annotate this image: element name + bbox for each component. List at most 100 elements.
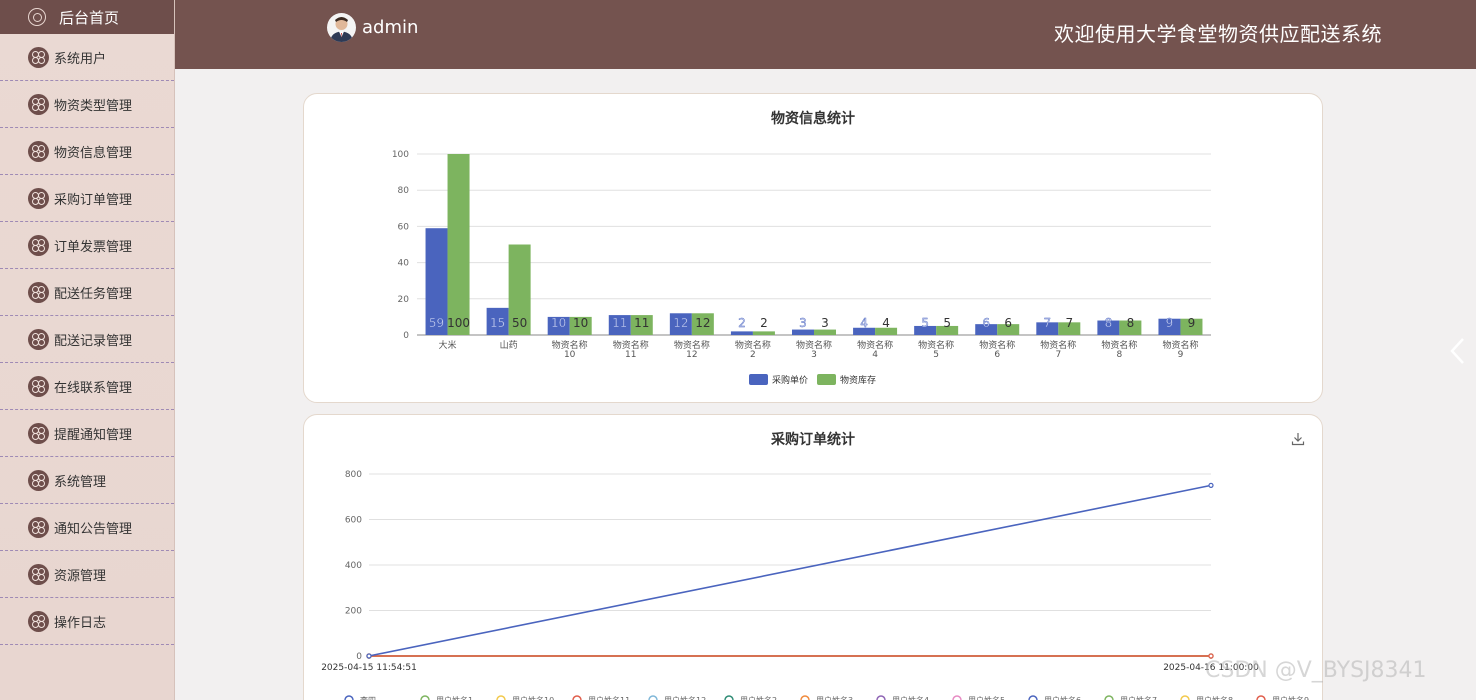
sidebar-item-home[interactable]: 后台首页	[0, 0, 174, 34]
legend-swatch	[1256, 695, 1266, 700]
site-title: 欢迎使用大学食堂物资供应配送系统	[1054, 22, 1382, 46]
bar	[425, 228, 448, 335]
x-tick-label: 山药	[500, 340, 518, 351]
flower-icon	[28, 234, 49, 256]
x-tick-label: 物资名称	[918, 339, 954, 351]
y-tick-label: 0	[356, 652, 362, 662]
x-tick-label: 物资名称	[552, 339, 588, 351]
username[interactable]: admin	[362, 17, 419, 38]
legend-label: 用户姓名11	[588, 695, 630, 700]
sidebar-item[interactable]: 系统用户	[0, 34, 174, 81]
bar	[669, 313, 692, 335]
flower-icon	[28, 563, 49, 585]
x-tick-label: 大米	[439, 339, 457, 351]
data-label: 4	[882, 316, 890, 330]
flower-icon	[28, 46, 49, 68]
sidebar-item-label: 提醒通知管理	[54, 427, 133, 443]
legend-label: 用户姓名7	[1120, 695, 1157, 700]
series-line	[368, 484, 1212, 657]
sidebar-item[interactable]: 物资信息管理	[0, 128, 174, 175]
data-label: 50	[512, 316, 527, 330]
legend-swatch	[876, 695, 886, 700]
x-tick-label: 3	[811, 350, 817, 360]
bar	[508, 244, 531, 335]
x-tick-label: 2025-04-15 11:54:51	[321, 663, 417, 673]
flower-icon	[28, 93, 49, 115]
data-label: 12	[695, 316, 710, 330]
flower-icon	[28, 422, 49, 444]
data-label: 11	[634, 316, 649, 330]
y-tick-label: 20	[398, 295, 410, 305]
bar	[752, 331, 775, 335]
sidebar-item[interactable]: 订单发票管理	[0, 222, 174, 269]
data-label: 5	[943, 316, 951, 330]
legend-swatch	[420, 695, 430, 700]
download-icon[interactable]	[1291, 432, 1305, 446]
legend-label: 用户姓名6	[1044, 695, 1081, 700]
bar	[997, 324, 1020, 335]
sidebar-item-label: 系统用户	[54, 51, 107, 67]
bar	[792, 329, 814, 335]
sidebar-item-label: 配送记录管理	[54, 333, 133, 349]
sidebar-item[interactable]: 系统管理	[0, 457, 174, 504]
legend-swatch	[1180, 695, 1190, 700]
y-tick-label: 400	[345, 561, 362, 571]
chart-title: 采购订单统计	[771, 432, 855, 448]
sidebar-item[interactable]: 配送记录管理	[0, 316, 174, 363]
sidebar-home-label: 后台首页	[59, 8, 120, 27]
legend-label: 采购单价	[772, 374, 808, 386]
y-tick-label: 60	[398, 222, 410, 232]
bar	[569, 316, 592, 335]
data-label: 6	[982, 316, 990, 330]
data-point	[1208, 653, 1214, 659]
sidebar-item[interactable]: 资源管理	[0, 551, 174, 598]
legend-label: 用户姓名12	[664, 695, 706, 700]
sidebar-item-label: 系统管理	[54, 474, 107, 490]
x-tick-label: 物资名称	[735, 339, 771, 351]
data-label: 10	[551, 316, 566, 330]
legend-label: 用户姓名1	[436, 695, 473, 700]
sidebar-item[interactable]: 操作日志	[0, 598, 174, 645]
data-label: 100	[447, 316, 470, 330]
legend-label: 用户姓名10	[512, 695, 554, 700]
bar	[914, 325, 937, 335]
x-tick-label: 物资名称	[1101, 339, 1137, 351]
data-label: 8	[1127, 316, 1135, 330]
sidebar-item[interactable]: 配送任务管理	[0, 269, 174, 316]
chevron-left-icon[interactable]	[1448, 336, 1468, 366]
data-label: 15	[490, 316, 505, 330]
x-tick-label: 11	[625, 350, 636, 360]
y-tick-label: 200	[345, 607, 362, 617]
y-tick-label: 100	[392, 150, 409, 160]
x-tick-label: 9	[1178, 350, 1184, 360]
legend-swatch	[724, 695, 734, 700]
y-tick-label: 40	[398, 259, 410, 269]
data-label: 10	[573, 316, 588, 330]
bar	[1158, 318, 1181, 335]
bar	[1097, 320, 1120, 335]
bar	[486, 307, 509, 335]
bar	[936, 325, 959, 335]
x-tick-label: 12	[686, 350, 697, 360]
x-tick-label: 8	[1117, 350, 1123, 360]
data-label: 3	[821, 316, 829, 330]
sidebar-item[interactable]: 物资类型管理	[0, 81, 174, 128]
legend-swatch	[572, 695, 582, 700]
sidebar-item[interactable]: 采购订单管理	[0, 175, 174, 222]
x-tick-label: 物资名称	[1162, 339, 1198, 351]
legend-swatch	[344, 695, 354, 700]
sidebar-item[interactable]: 通知公告管理	[0, 504, 174, 551]
sidebar-item[interactable]: 提醒通知管理	[0, 410, 174, 457]
data-label: 8	[1105, 316, 1113, 330]
x-tick-label: 5	[933, 350, 939, 360]
sidebar-item[interactable]: 在线联系管理	[0, 363, 174, 410]
sidebar-menu: 系统用户物资类型管理 物资信息管理 采购订单管理 订单发票管理 配送任务管理配送记录管理…	[0, 34, 174, 645]
legend-swatch	[952, 695, 962, 700]
avatar[interactable]	[327, 13, 356, 42]
data-label: 12	[673, 316, 688, 330]
data-label: 3	[799, 316, 807, 330]
bar	[853, 327, 876, 335]
flower-icon	[28, 328, 49, 350]
legend-label: 李四	[360, 695, 376, 700]
flower-icon	[28, 610, 49, 632]
